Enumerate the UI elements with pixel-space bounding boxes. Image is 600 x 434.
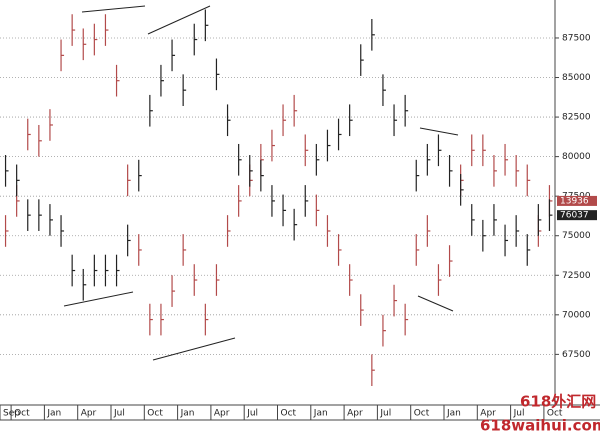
x-tick-label: Oct (147, 409, 163, 419)
x-tick-label: Jul (513, 409, 525, 419)
y-tick-label: 72500 (562, 271, 591, 281)
y-tick-label: 87500 (562, 33, 591, 43)
trendline (152, 337, 236, 361)
watermark: 618外汇网 (520, 393, 596, 411)
y-tick-label: 67500 (562, 350, 591, 360)
watermark: 618waihui.com (480, 417, 600, 434)
end-label-box (557, 210, 597, 221)
y-tick-label: 85000 (562, 73, 591, 83)
trendline (63, 291, 134, 307)
y-tick-label: 70000 (562, 310, 591, 320)
x-tick-label: Jul (113, 409, 125, 419)
x-tick-label: Sep (3, 409, 20, 419)
trendlines (63, 5, 459, 361)
end-label: 13936 (560, 196, 589, 206)
trendline (417, 295, 454, 312)
trendline (419, 127, 459, 136)
y-tick-label: 80000 (562, 152, 591, 162)
plot: 6750070000725007500077500800008250085000… (0, 9, 597, 420)
x-tick-label: Jan (46, 409, 61, 419)
x-tick-label: Oct (14, 409, 30, 419)
end-label-box (557, 195, 597, 206)
y-tick-label: 75000 (562, 231, 591, 241)
trendline (81, 5, 146, 13)
x-tick-label: Oct (547, 409, 563, 419)
x-tick-label: Apr (347, 409, 363, 419)
end-label: 76037 (560, 211, 589, 221)
x-tick-label: Jan (180, 409, 195, 419)
trendline (147, 5, 211, 35)
x-tick-label: Jan (313, 409, 328, 419)
x-tick-label: Oct (414, 409, 430, 419)
x-tick-label: Apr (214, 409, 230, 419)
x-tick-label: Jan (446, 409, 461, 419)
x-tick-label: Jul (246, 409, 258, 419)
x-tick-label: Oct (281, 409, 297, 419)
y-tick-label: 82500 (562, 113, 591, 123)
x-tick-label: Apr (480, 409, 496, 419)
x-tick-label: Jul (379, 409, 391, 419)
x-tick-label: Apr (81, 409, 97, 419)
